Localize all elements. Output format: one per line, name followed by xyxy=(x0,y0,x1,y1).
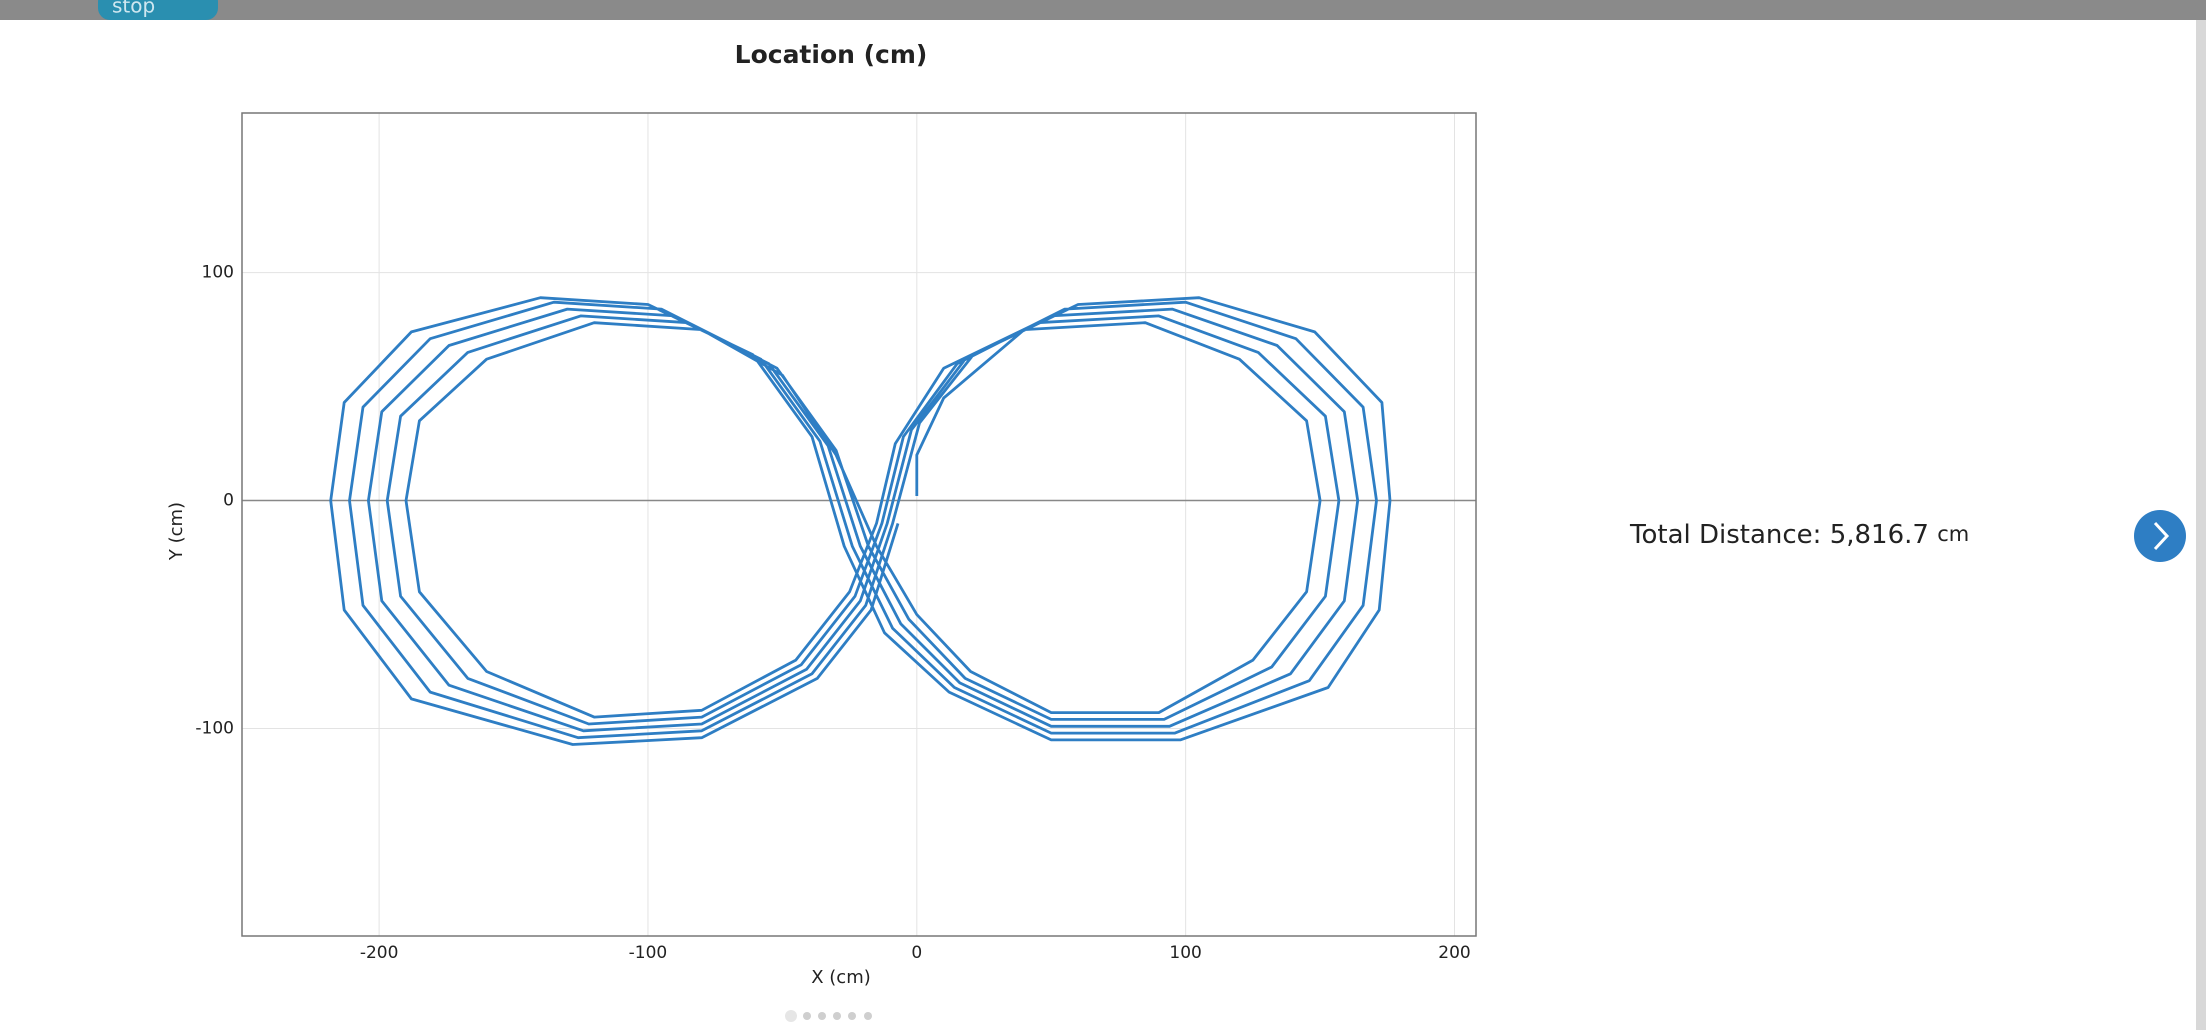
x-tick-label: 100 xyxy=(1169,943,1201,963)
modal xyxy=(0,20,2196,1030)
y-tick-label: -100 xyxy=(195,719,234,739)
x-tick-label: 200 xyxy=(1438,943,1470,963)
stop-button[interactable] xyxy=(98,0,218,20)
pager-dot[interactable] xyxy=(785,1010,797,1022)
total-distance-label: Total Distance: xyxy=(1629,520,1821,550)
total-distance: Total Distance: 5,816.7 cm xyxy=(1629,520,1969,550)
stop-label: stop xyxy=(112,0,155,18)
y-axis-label: Y (cm) xyxy=(166,502,187,561)
pager-dot[interactable] xyxy=(833,1012,841,1020)
side-strip xyxy=(2196,20,2206,1030)
total-distance-value: 5,816.7 xyxy=(1830,520,1929,550)
x-tick-label: -200 xyxy=(360,943,399,963)
pager xyxy=(785,1010,872,1022)
chart-title: Location (cm) xyxy=(735,40,928,69)
pager-dot[interactable] xyxy=(818,1012,826,1020)
x-axis-label: X (cm) xyxy=(811,967,871,988)
total-distance-unit: cm xyxy=(1937,522,1969,546)
y-tick-label: 0 xyxy=(223,491,234,511)
backdrop xyxy=(0,0,2206,20)
plot-frame xyxy=(241,112,1477,937)
pager-dot[interactable] xyxy=(848,1012,856,1020)
plot: -200 -100 0 100 200 -100 0 100 xyxy=(195,112,1477,963)
trajectory-line xyxy=(329,296,1392,746)
x-tick-label: 0 xyxy=(911,943,922,963)
x-tick-label: -100 xyxy=(629,943,668,963)
pager-dot[interactable] xyxy=(803,1012,811,1020)
y-tick-label: 100 xyxy=(202,263,234,283)
next-icon xyxy=(2153,521,2170,551)
next-button[interactable] xyxy=(2134,510,2186,562)
pager-dot[interactable] xyxy=(864,1012,872,1020)
